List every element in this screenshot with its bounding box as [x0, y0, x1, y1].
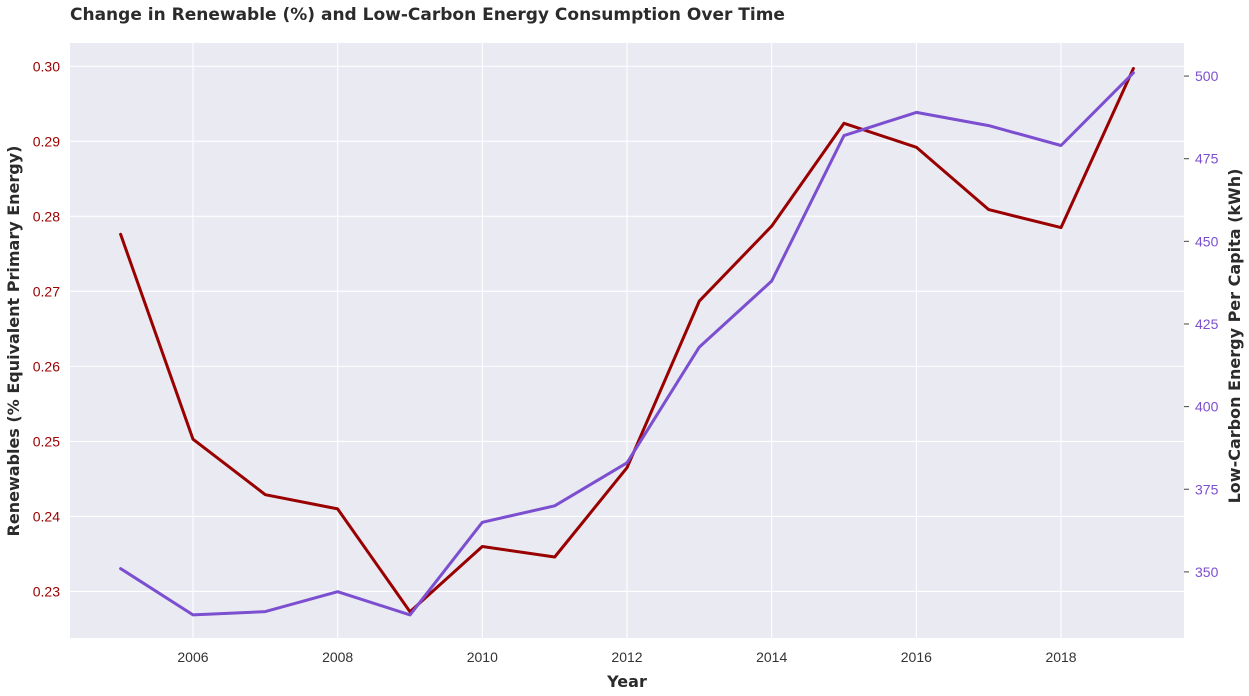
series-layer [119, 67, 1135, 617]
y-left-tick-label: 0.29 [33, 133, 60, 149]
chart-title: Change in Renewable (%) and Low-Carbon E… [70, 5, 785, 25]
y-left-tick-label: 0.27 [33, 283, 60, 299]
y-left-axis-label: Renewables (% Equivalent Primary Energy) [4, 146, 23, 537]
series-line-low-carbon [119, 71, 1135, 617]
x-tick-label: 2016 [901, 649, 932, 665]
grid-layer [70, 43, 1184, 638]
series-line-renewables [119, 67, 1135, 614]
y-left-tick-label: 0.30 [33, 58, 60, 74]
x-tick-label: 2012 [611, 649, 642, 665]
y-left-tick-label: 0.28 [33, 208, 60, 224]
y-right-tick-label: 400 [1195, 399, 1219, 415]
x-tick-label: 2014 [756, 649, 787, 665]
y-left-tick-label: 0.23 [33, 583, 60, 599]
x-tick-label: 2018 [1045, 649, 1076, 665]
x-axis-label: Year [606, 672, 647, 691]
y-right-tick-label: 500 [1195, 68, 1219, 84]
y-right-tick-label: 425 [1195, 316, 1219, 332]
y-left-tick-label: 0.26 [33, 358, 60, 374]
x-tick-label: 2008 [322, 649, 353, 665]
y-left-tick-label: 0.25 [33, 433, 60, 449]
y-right-tick-label: 450 [1195, 233, 1219, 249]
x-tick-label: 2010 [467, 649, 498, 665]
tick-layer: 2006 2008 2010 2012 2014 2016 2018 0.23 0.24 0.25… [33, 58, 1219, 665]
y-right-axis-label: Low-Carbon Energy Per Capita (kWh) [1225, 169, 1244, 504]
y-left-tick-label: 0.24 [33, 508, 60, 524]
y-right-tick-label: 375 [1195, 481, 1219, 497]
y-right-tick-label: 350 [1195, 564, 1219, 580]
y-right-tick-label: 475 [1195, 151, 1219, 167]
x-tick-label: 2006 [177, 649, 208, 665]
